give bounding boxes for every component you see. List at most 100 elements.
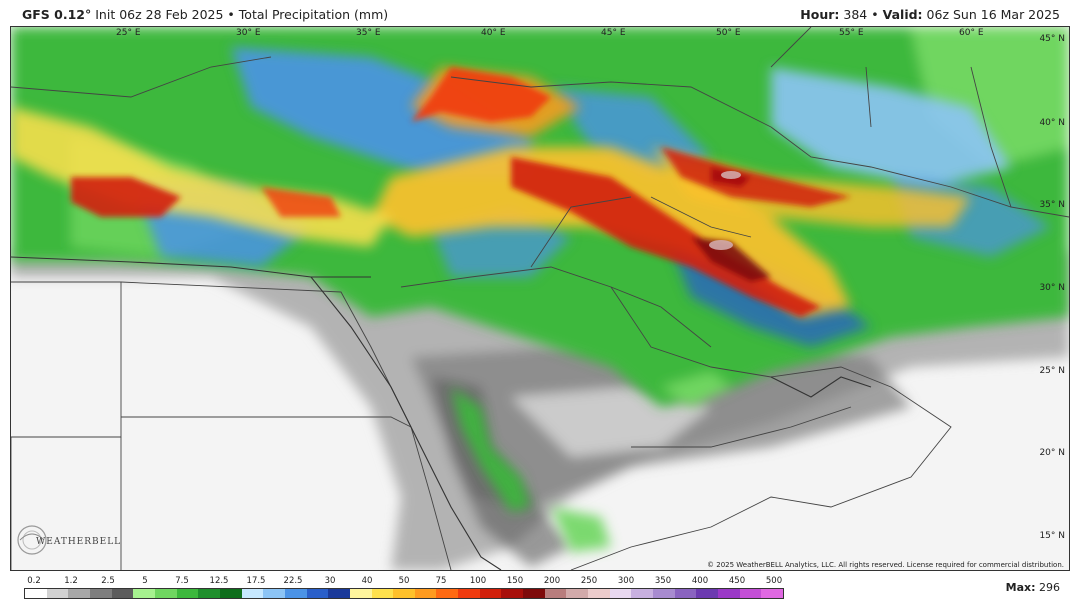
- hour-label: Hour:: [800, 7, 840, 22]
- legend-swatch: [68, 589, 90, 598]
- legend-swatch: [241, 589, 264, 598]
- legend-swatch: [588, 589, 610, 598]
- legend-tick-label: 1.2: [64, 576, 78, 586]
- legend-tick-label: 0.2: [27, 576, 41, 586]
- legend-tick-label: 250: [580, 576, 598, 586]
- legend-swatch: [566, 589, 589, 598]
- longitude-label: 40° E: [481, 28, 506, 38]
- max-value-box: Max: 296: [1006, 581, 1060, 594]
- legend-tick-label: 7.5: [175, 576, 189, 586]
- legend-swatch: [133, 589, 155, 598]
- hour-value: 384: [843, 7, 868, 22]
- legend-swatch: [479, 589, 502, 598]
- legend-swatch: [263, 589, 285, 598]
- legend-color-bar: [24, 588, 784, 599]
- legend-swatch: [696, 589, 718, 598]
- legend-tick-label: 200: [543, 576, 561, 586]
- legend-swatch: [523, 589, 545, 598]
- weatherbell-logo: [14, 522, 124, 558]
- legend-tick-label: 40: [361, 576, 373, 586]
- legend-swatch: [436, 589, 459, 598]
- legend-swatch: [198, 589, 220, 598]
- product-name: Total Precipitation (mm): [238, 7, 389, 22]
- legend-swatch: [653, 589, 675, 598]
- legend-swatch: [609, 589, 632, 598]
- separator: •: [871, 7, 879, 22]
- latitude-label: 45° N: [1039, 34, 1065, 44]
- legend-swatch: [25, 589, 47, 598]
- legend-swatch: [674, 589, 697, 598]
- legend-swatch: [718, 589, 740, 598]
- legend-swatch: [89, 589, 112, 598]
- legend-tick-label: 450: [728, 576, 746, 586]
- legend-swatch: [393, 589, 415, 598]
- legend-swatch: [501, 589, 524, 598]
- legend-swatch: [371, 589, 394, 598]
- latitude-label: 15° N: [1039, 531, 1065, 541]
- map-canvas: 25° E 30° E 35° E 40° E 45° E 50° E 55° E 60° E…: [11, 27, 1069, 570]
- model-name: GFS 0.12°: [22, 7, 92, 22]
- longitude-label: 55° E: [839, 28, 864, 38]
- valid-label: Valid:: [882, 7, 923, 22]
- legend-swatch: [458, 589, 480, 598]
- legend-tick-label: 5: [142, 576, 148, 586]
- longitude-label: 30° E: [236, 28, 261, 38]
- latitude-labels: 45° N 40° N 35° N 30° N 25° N 20° N 15° N: [1039, 34, 1065, 541]
- separator: •: [227, 7, 235, 22]
- longitude-label: 25° E: [116, 28, 141, 38]
- legend-swatch: [284, 589, 307, 598]
- legend-tick-label: 400: [691, 576, 709, 586]
- header-valid-time: Hour: 384 • Valid: 06z Sun 16 Mar 2025: [800, 7, 1060, 22]
- legend-swatch: [761, 589, 783, 598]
- coastlines: [11, 256, 872, 570]
- legend-swatch: [349, 589, 372, 598]
- legend-tick-label: 150: [506, 576, 524, 586]
- latitude-label: 20° N: [1039, 448, 1065, 458]
- legend-labels: 0.2 1.2 2.5 5 7.5 12.5 17.5 22.5 30 40 50 75 100 150 2…: [24, 576, 784, 587]
- legend-tick-label: 30: [324, 576, 336, 586]
- legend-tick-label: 75: [435, 576, 447, 586]
- legend-swatch: [154, 589, 177, 598]
- longitude-label: 60° E: [959, 28, 984, 38]
- legend-swatch: [631, 589, 654, 598]
- legend-tick-label: 17.5: [246, 576, 266, 586]
- logo-text: WEATHERBELL: [36, 537, 122, 547]
- legend-swatch: [46, 589, 69, 598]
- legend-tick-label: 350: [654, 576, 672, 586]
- latitude-label: 30° N: [1039, 283, 1065, 293]
- legend-tick-label: 12.5: [209, 576, 229, 586]
- legend-tick-label: 22.5: [283, 576, 303, 586]
- legend-swatch: [306, 589, 329, 598]
- latitude-label: 40° N: [1039, 118, 1065, 128]
- extreme-precip-layer: [71, 67, 851, 317]
- max-label: Max:: [1005, 581, 1036, 594]
- legend-tick-label: 300: [617, 576, 635, 586]
- legend-swatch: [176, 589, 199, 598]
- latitude-label: 25° N: [1039, 366, 1065, 376]
- legend-swatch: [414, 589, 437, 598]
- precipitation-map[interactable]: 25° E 30° E 35° E 40° E 45° E 50° E 55° E 60° E…: [10, 26, 1070, 571]
- copyright-notice: © 2025 WeatherBELL Analytics, LLC. All r…: [707, 561, 1064, 569]
- longitude-label: 50° E: [716, 28, 741, 38]
- peak-precip-spots: [709, 171, 741, 250]
- latitude-label: 35° N: [1039, 200, 1065, 210]
- max-value: 296: [1039, 581, 1060, 594]
- legend-swatch: [219, 589, 242, 598]
- map-header: GFS 0.12° Init 06z 28 Feb 2025 • Total P…: [0, 0, 1080, 26]
- legend-tick-label: 50: [398, 576, 410, 586]
- legend-swatch: [544, 589, 567, 598]
- legend-swatch: [328, 589, 350, 598]
- logo-graphic: [17, 525, 47, 555]
- header-title: GFS 0.12° Init 06z 28 Feb 2025 • Total P…: [22, 7, 388, 22]
- legend-tick-label: 2.5: [101, 576, 115, 586]
- longitude-labels: 25° E 30° E 35° E 40° E 45° E 50° E 55° E 60° E: [116, 28, 984, 38]
- longitude-label: 35° E: [356, 28, 381, 38]
- valid-value: 06z Sun 16 Mar 2025: [926, 7, 1060, 22]
- legend-tick-label: 500: [765, 576, 783, 586]
- legend-swatch: [111, 589, 134, 598]
- longitude-label: 45° E: [601, 28, 626, 38]
- color-legend: 0.2 1.2 2.5 5 7.5 12.5 17.5 22.5 30 40 50 75 100 150 2…: [24, 576, 784, 606]
- legend-swatch: [739, 589, 762, 598]
- legend-tick-label: 100: [469, 576, 487, 586]
- init-time: Init 06z 28 Feb 2025: [95, 7, 224, 22]
